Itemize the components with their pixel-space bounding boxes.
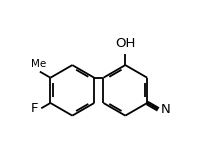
Text: F: F	[31, 102, 38, 115]
Text: OH: OH	[115, 37, 136, 50]
Text: Me: Me	[31, 59, 47, 69]
Text: N: N	[161, 103, 171, 116]
